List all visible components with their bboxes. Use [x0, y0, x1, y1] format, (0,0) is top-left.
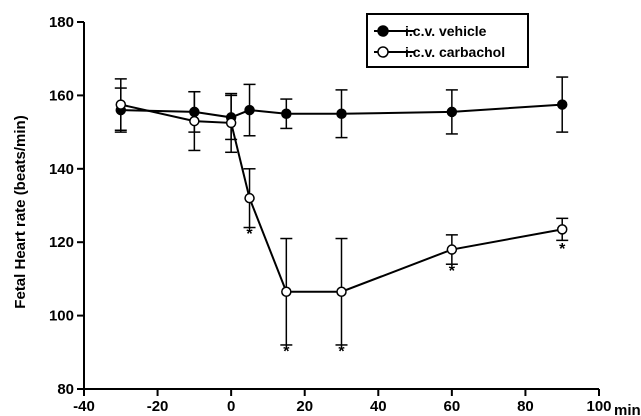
legend: i.c.v. vehicle i.c.v. carbachol [366, 13, 529, 68]
y-tick-label: 160 [49, 87, 74, 104]
data-point [556, 224, 568, 235]
data-point [336, 286, 347, 297]
data-point [115, 99, 127, 110]
legend-marker-carbachol [377, 46, 389, 58]
y-axis-ticks: 80 100 120 140 160 180 [49, 14, 84, 398]
series-vehicle [114, 76, 569, 141]
data-point [336, 108, 347, 119]
legend-entry-carbachol: i.c.v. carbachol [374, 44, 505, 60]
significance-annotations: * * * * * [246, 226, 566, 360]
data-point [446, 244, 458, 255]
data-point [244, 104, 255, 116]
legend-label-vehicle: i.c.v. vehicle [405, 23, 487, 39]
legend-label-carbachol: i.c.v. carbachol [405, 44, 505, 60]
x-tick-label: 60 [444, 398, 461, 415]
legend-entry-vehicle: i.c.v. vehicle [374, 23, 487, 39]
y-tick-label: 100 [49, 308, 74, 325]
data-point [281, 108, 292, 119]
data-point [225, 117, 237, 129]
significance-asterisk: * [283, 344, 290, 361]
x-axis-title: min [614, 402, 641, 416]
x-tick-label: 20 [296, 398, 313, 415]
data-point [244, 192, 255, 204]
x-tick-label: 40 [370, 398, 387, 415]
significance-asterisk: * [559, 241, 566, 258]
x-tick-label: 0 [227, 398, 235, 415]
significance-asterisk: * [449, 263, 456, 280]
x-tick-label: 80 [517, 398, 534, 415]
significance-asterisk: * [246, 226, 253, 243]
x-tick-label: -40 [73, 398, 95, 415]
series-layer [114, 76, 569, 346]
series-line [120, 103, 563, 293]
series-line [120, 103, 563, 119]
y-tick-label: 140 [49, 161, 74, 178]
series-carbachol [114, 78, 569, 346]
x-axis-ticks: -40 -20 0 20 40 60 80 100 [73, 389, 612, 415]
x-tick-label: -20 [147, 398, 169, 415]
data-point [281, 286, 292, 297]
y-tick-label: 180 [49, 14, 74, 31]
data-point [446, 106, 458, 118]
legend-box [366, 13, 529, 68]
data-point [556, 99, 568, 110]
data-point [189, 115, 200, 127]
y-tick-label: 120 [49, 234, 74, 251]
y-axis-title: Fetal Heart rate (beats/min) [12, 115, 29, 308]
x-tick-label: 100 [586, 398, 611, 415]
significance-asterisk: * [338, 344, 345, 361]
y-tick-label: 80 [57, 381, 74, 398]
legend-marker-vehicle [377, 25, 389, 37]
